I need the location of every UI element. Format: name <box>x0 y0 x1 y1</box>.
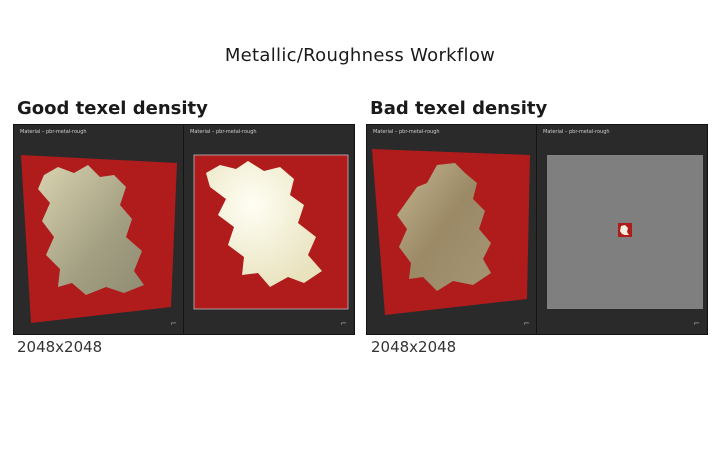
metallic-patch <box>38 165 144 295</box>
viewport-3d-bad[interactable]: Material – pbr-metal-rough ⌐ <box>367 125 537 334</box>
viewport-2d-good[interactable]: Material – pbr-metal-rough ⌐ <box>184 125 353 334</box>
heading-good-texel-density: Good texel density <box>17 98 208 119</box>
caption-resolution-good: 2048x2048 <box>17 338 103 356</box>
viewport-label: Material – pbr-metal-rough <box>20 129 87 135</box>
render-panel-good: Material – pbr-metal-rough ⌐ Material – … <box>13 124 355 335</box>
viewport-label: Material – pbr-metal-rough <box>190 129 257 135</box>
orientation-gizmo-icon: ⌐ <box>170 319 177 328</box>
viewport-2d-bad[interactable]: Material – pbr-metal-rough ⌐ <box>537 125 706 334</box>
orientation-gizmo-icon: ⌐ <box>523 319 530 328</box>
caption-resolution-bad: 2048x2048 <box>371 338 457 356</box>
viewport-label: Material – pbr-metal-rough <box>373 129 440 135</box>
render-panel-bad: Material – pbr-metal-rough ⌐ Material – … <box>366 124 708 335</box>
texture-metal-patch <box>206 161 322 287</box>
blurry-metallic-patch <box>397 163 491 291</box>
page-title: Metallic/Roughness Workflow <box>224 45 496 66</box>
orientation-gizmo-icon: ⌐ <box>340 319 347 328</box>
heading-bad-texel-density: Bad texel density <box>370 98 548 119</box>
tiny-metal-patch <box>620 225 629 235</box>
viewport-label: Material – pbr-metal-rough <box>543 129 610 135</box>
viewport-3d-good[interactable]: Material – pbr-metal-rough ⌐ <box>14 125 184 334</box>
orientation-gizmo-icon: ⌐ <box>693 319 700 328</box>
